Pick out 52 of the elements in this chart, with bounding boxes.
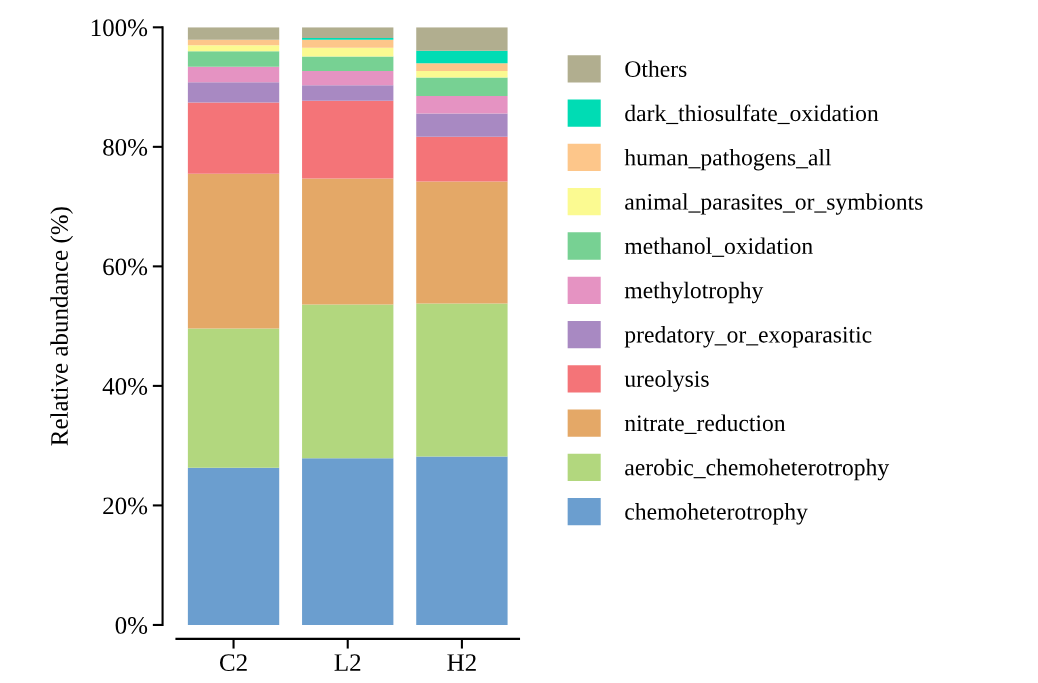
bar: [302, 56, 394, 71]
bar: [187, 51, 280, 67]
bar: [187, 39, 280, 46]
bar: [187, 467, 280, 625]
bar: [416, 96, 508, 114]
y-tick-label: 100%: [91, 19, 148, 37]
bar: [416, 136, 508, 182]
legend-label: chemoheterotrophy: [625, 503, 808, 525]
y-tick-label: 40%: [102, 377, 148, 395]
y-tick-label: 60%: [103, 258, 148, 276]
bar: [302, 100, 394, 179]
y-tick-label: 80%: [103, 138, 148, 156]
bar: [416, 303, 508, 457]
bar: [416, 27, 508, 51]
bar: [302, 178, 394, 305]
bar: [416, 113, 508, 137]
x-tick-label: L2: [334, 654, 361, 671]
legend-label: predatory_or_exoparasitic: [624, 326, 872, 348]
legend-label: dark_thiosulfate_oxidation: [625, 104, 879, 125]
bar: [302, 47, 394, 57]
y-tick-label: 20%: [103, 497, 148, 515]
bar: [302, 304, 394, 459]
legend-label: Others: [625, 60, 687, 77]
bar: [416, 181, 508, 304]
bar: [187, 173, 280, 329]
bar: [187, 66, 280, 83]
y-tick-label: 0%: [115, 616, 148, 634]
legend-label: aerobic_chemoheterotrophy: [625, 458, 890, 481]
bar: [187, 82, 280, 103]
legend-label: animal_parasites_or_symbionts: [625, 193, 923, 215]
legend-label: human_pathogens_all: [624, 148, 832, 171]
bar: [302, 70, 394, 86]
legend-label: methanol_oxidation: [624, 237, 813, 257]
bar: [302, 458, 394, 625]
bar: [416, 456, 508, 625]
bar: [416, 77, 508, 97]
legend-label: ureolysis: [624, 370, 709, 392]
bar: [187, 27, 280, 40]
bar: [416, 63, 508, 71]
y-axis-title: Relative abundance (%): [50, 207, 73, 446]
bar: [416, 70, 508, 78]
bar: [302, 27, 394, 39]
legend-label: methylotrophy: [624, 281, 764, 304]
x-tick-label: H2: [447, 654, 476, 671]
x-tick-label: C2: [219, 654, 247, 672]
bar: [302, 85, 394, 101]
bar: [302, 39, 394, 48]
bar: [187, 45, 280, 52]
bar: [416, 50, 508, 64]
bar: [187, 328, 280, 468]
bar: [187, 102, 280, 174]
legend-label: nitrate_reduction: [624, 414, 786, 434]
